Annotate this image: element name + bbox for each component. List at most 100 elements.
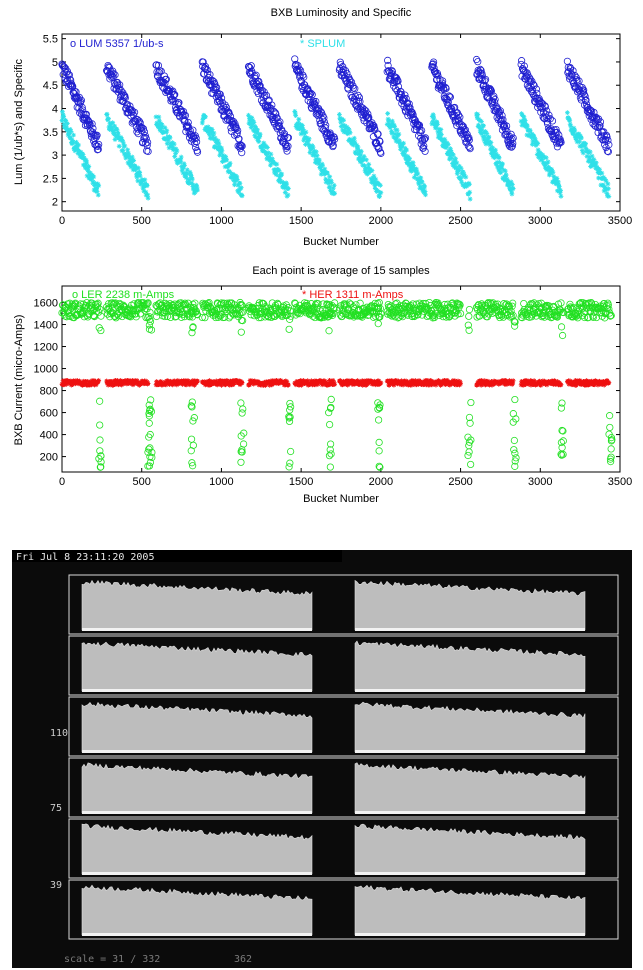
- splum-point: [377, 194, 382, 200]
- splum-point: [493, 151, 499, 157]
- splum-point: [127, 156, 133, 162]
- lum-point: [78, 103, 86, 111]
- splum-point: [463, 174, 469, 180]
- splum-point: [133, 165, 139, 170]
- scope-label-110: 110: [50, 728, 68, 739]
- scope-baseline: [355, 933, 585, 936]
- lum-point: [74, 97, 82, 105]
- lum-point: [429, 58, 438, 66]
- scope-baseline: [82, 750, 312, 753]
- splum-point: [496, 167, 502, 173]
- scope-baseline: [82, 811, 312, 814]
- splum-point: [596, 175, 601, 181]
- splum-point: [250, 117, 256, 123]
- splum-point: [109, 125, 115, 131]
- splum-point: [337, 115, 343, 121]
- splum-point: [316, 161, 322, 167]
- lum-point: [456, 113, 464, 121]
- splum-point: [180, 166, 186, 172]
- splum-point: [173, 151, 179, 156]
- splum-point: [496, 155, 502, 161]
- lum-point: [276, 118, 284, 126]
- splum-point: [337, 112, 342, 117]
- splum-point: [87, 173, 93, 178]
- splum-point: [68, 129, 74, 134]
- splum-point: [584, 153, 590, 159]
- splum-point: [358, 152, 364, 158]
- lum-point: [65, 71, 74, 79]
- lum-point: [491, 98, 499, 106]
- splum-point: [112, 137, 118, 142]
- splum-point: [314, 153, 320, 159]
- scope-label-39: 39: [50, 880, 62, 891]
- chart1-legend-splum: * SPLUM: [300, 38, 345, 50]
- splum-point: [482, 134, 488, 140]
- splum-point: [110, 128, 116, 134]
- splum-point: [420, 186, 426, 192]
- splum-point: [357, 155, 363, 161]
- splum-point: [456, 167, 461, 173]
- splum-point: [392, 124, 397, 129]
- splum-point: [189, 180, 195, 186]
- splum-point: [436, 131, 442, 137]
- chart2-ytick-label: 1600: [34, 298, 58, 310]
- lum-point: [93, 131, 101, 139]
- splum-point: [407, 161, 413, 167]
- splum-point: [339, 117, 345, 123]
- splum-point: [192, 187, 198, 193]
- lum-point: [95, 140, 103, 149]
- chart2-xtick-label: 2000: [369, 476, 393, 488]
- lum-point: [343, 69, 351, 77]
- splum-point: [351, 135, 357, 141]
- lum-point: [144, 147, 152, 156]
- splum-point: [418, 184, 424, 190]
- splum-point: [411, 174, 417, 180]
- splum-point: [439, 137, 445, 142]
- lum-point: [445, 92, 453, 100]
- splum-point: [549, 168, 555, 174]
- splum-point: [108, 121, 114, 127]
- splum-point: [69, 137, 75, 143]
- splum-point: [443, 145, 449, 150]
- splum-point: [80, 152, 86, 157]
- splum-point: [306, 142, 312, 147]
- chart1-xtick-label: 2000: [369, 215, 393, 227]
- lum-point: [502, 122, 511, 130]
- splum-point: [172, 154, 178, 159]
- splum-point: [329, 180, 334, 185]
- splum-point: [429, 121, 435, 127]
- splum-point: [591, 157, 597, 162]
- lum-point: [372, 138, 380, 147]
- splum-point: [91, 174, 97, 180]
- splum-point: [323, 176, 329, 182]
- her-point: [104, 378, 110, 384]
- chart1-ytick-label: 4.5: [43, 80, 58, 92]
- splum-point: [217, 152, 223, 158]
- splum-point: [384, 121, 390, 127]
- splum-point: [521, 114, 527, 120]
- splum-point: [599, 170, 605, 176]
- lum-point: [274, 119, 283, 127]
- splum-point: [345, 131, 351, 137]
- ler-point: [94, 303, 102, 312]
- lum-point: [508, 135, 516, 143]
- splum-point: [183, 175, 189, 181]
- lum-point: [581, 92, 589, 100]
- splum-point: [509, 191, 515, 197]
- splum-point: [125, 147, 130, 153]
- chart1-ylabel: Lum (1/ub*s) and Specific: [13, 59, 25, 185]
- lum-point: [308, 90, 316, 99]
- splum-point: [118, 135, 124, 140]
- splum-point: [107, 127, 112, 132]
- splum-point: [541, 160, 547, 166]
- lum-point: [110, 70, 118, 78]
- splum-point: [498, 170, 504, 176]
- splum-point: [88, 170, 93, 176]
- splum-point: [583, 141, 588, 147]
- lum-point: [236, 144, 244, 153]
- chart2-xtick-label: 1500: [289, 476, 313, 488]
- splum-point: [165, 137, 171, 143]
- splum-point: [410, 160, 416, 166]
- splum-point: [362, 163, 367, 169]
- splum-point: [327, 184, 333, 190]
